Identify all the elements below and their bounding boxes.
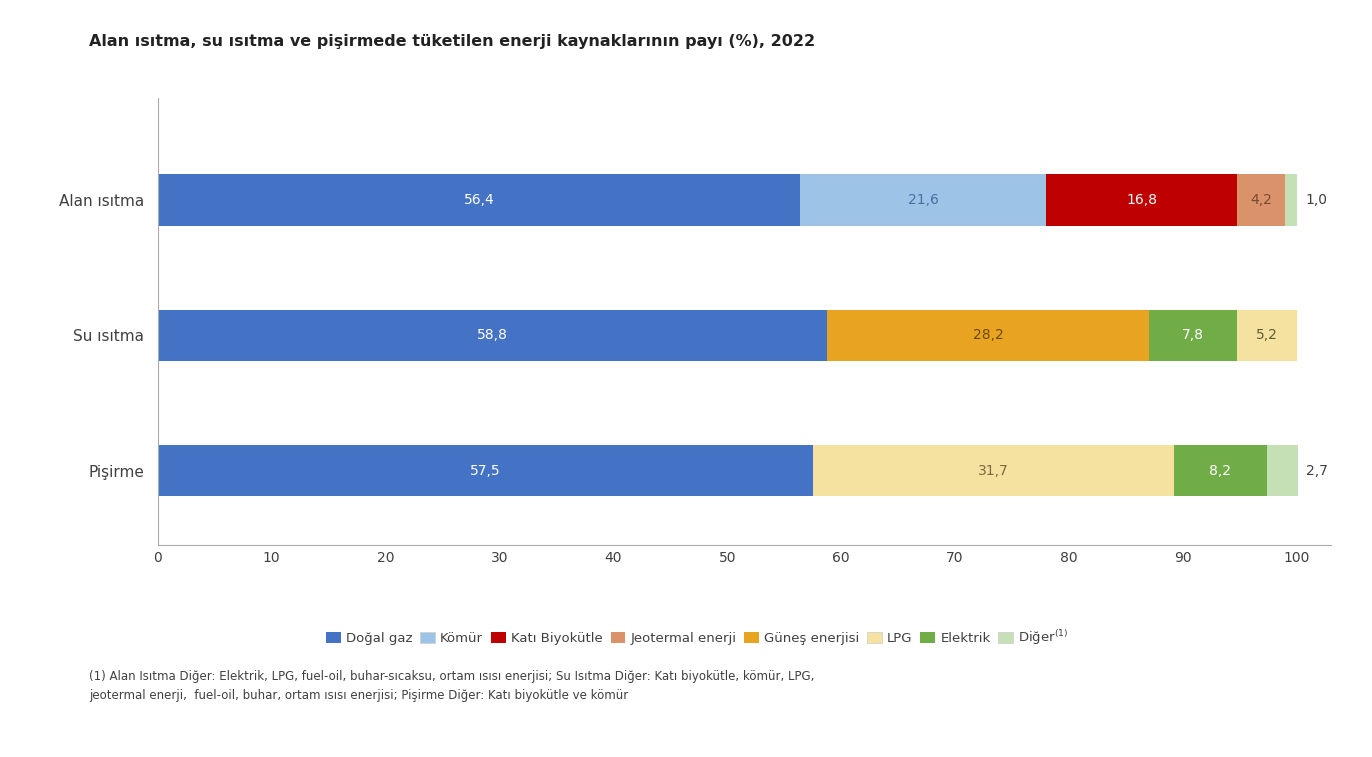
Bar bbox=[1045, 174, 1238, 226]
Text: 56,4: 56,4 bbox=[464, 193, 494, 207]
Bar bbox=[1238, 310, 1297, 361]
Bar bbox=[1173, 445, 1268, 497]
Bar bbox=[158, 174, 800, 226]
Text: 4,2: 4,2 bbox=[1250, 193, 1272, 207]
Bar bbox=[158, 445, 812, 497]
Bar bbox=[1148, 310, 1238, 361]
Legend: Doğal gaz, Kömür, Katı Biyokütle, Jeotermal enerji, Güneş enerjisi, LPG, Elektri: Doğal gaz, Kömür, Katı Biyokütle, Jeoter… bbox=[321, 623, 1074, 653]
Text: 28,2: 28,2 bbox=[973, 329, 1003, 342]
Text: 58,8: 58,8 bbox=[477, 329, 508, 342]
Text: 31,7: 31,7 bbox=[978, 463, 1008, 478]
Text: 57,5: 57,5 bbox=[469, 463, 501, 478]
Text: Alan ısıtma, su ısıtma ve pişirmede tüketilen enerji kaynaklarının payı (%), 202: Alan ısıtma, su ısıtma ve pişirmede tüke… bbox=[89, 34, 815, 49]
Text: 16,8: 16,8 bbox=[1126, 193, 1158, 207]
Bar bbox=[158, 310, 827, 361]
Bar bbox=[800, 174, 1045, 226]
Text: 7,8: 7,8 bbox=[1183, 329, 1205, 342]
Bar bbox=[812, 445, 1173, 497]
Text: (1) Alan Isıtma Diğer: Elektrik, LPG, fuel-oil, buhar-sıcaksu, ortam ısısı enerj: (1) Alan Isıtma Diğer: Elektrik, LPG, fu… bbox=[89, 670, 815, 702]
Bar bbox=[1286, 174, 1297, 226]
Bar bbox=[827, 310, 1148, 361]
Text: 8,2: 8,2 bbox=[1209, 463, 1231, 478]
Text: 21,6: 21,6 bbox=[908, 193, 938, 207]
Text: 2,7: 2,7 bbox=[1306, 463, 1328, 478]
Bar bbox=[1238, 174, 1286, 226]
Text: 1,0: 1,0 bbox=[1306, 193, 1328, 207]
Text: 5,2: 5,2 bbox=[1257, 329, 1277, 342]
Bar bbox=[1268, 445, 1298, 497]
